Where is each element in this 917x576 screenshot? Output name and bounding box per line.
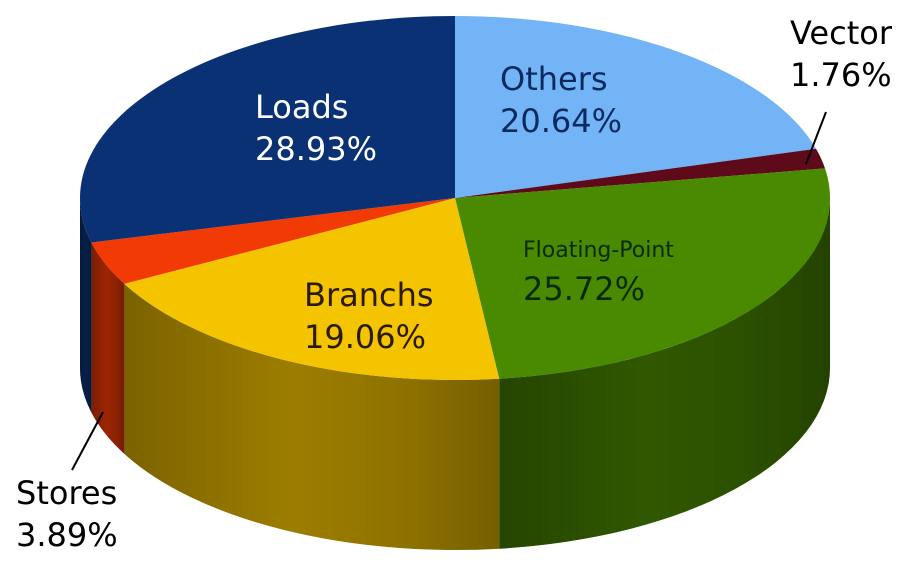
pie-tops	[79, 16, 830, 380]
pie-slice-vector	[455, 148, 826, 198]
slice-label-loads: Loads	[255, 88, 348, 126]
slice-label-branchs: Branchs	[304, 276, 434, 314]
stores-leader-line	[71, 411, 104, 471]
vector-leader-line	[805, 111, 827, 165]
side-shade-floating-point	[499, 198, 830, 549]
slice-label-vector: Vector	[790, 14, 893, 52]
slice-value-floating-point: 25.72%	[523, 270, 645, 308]
slice-value-branchs: 19.06%	[304, 318, 426, 356]
pie-slice-stores	[91, 198, 455, 284]
pie-slice-floating-point	[455, 168, 830, 379]
slice-value-stores: 3.89%	[16, 516, 118, 554]
slice-value-others: 20.64%	[500, 102, 622, 140]
slice-value-vector: 1.76%	[790, 56, 892, 94]
side-shade-loads	[80, 198, 92, 413]
slice-label-floating-point: Floating-Point	[523, 238, 674, 263]
pie-slice-loads	[79, 16, 455, 243]
side-shade-stores	[91, 242, 125, 454]
slice-label-stores: Stores	[16, 474, 117, 512]
pie-slice-branchs	[124, 198, 500, 380]
pie-slice-others	[455, 16, 817, 198]
pie-sides	[80, 198, 830, 551]
slice-label-others: Others	[500, 60, 608, 98]
side-shade-branchs	[124, 283, 500, 551]
slice-value-loads: 28.93%	[255, 130, 377, 168]
leader-lines	[71, 111, 827, 471]
